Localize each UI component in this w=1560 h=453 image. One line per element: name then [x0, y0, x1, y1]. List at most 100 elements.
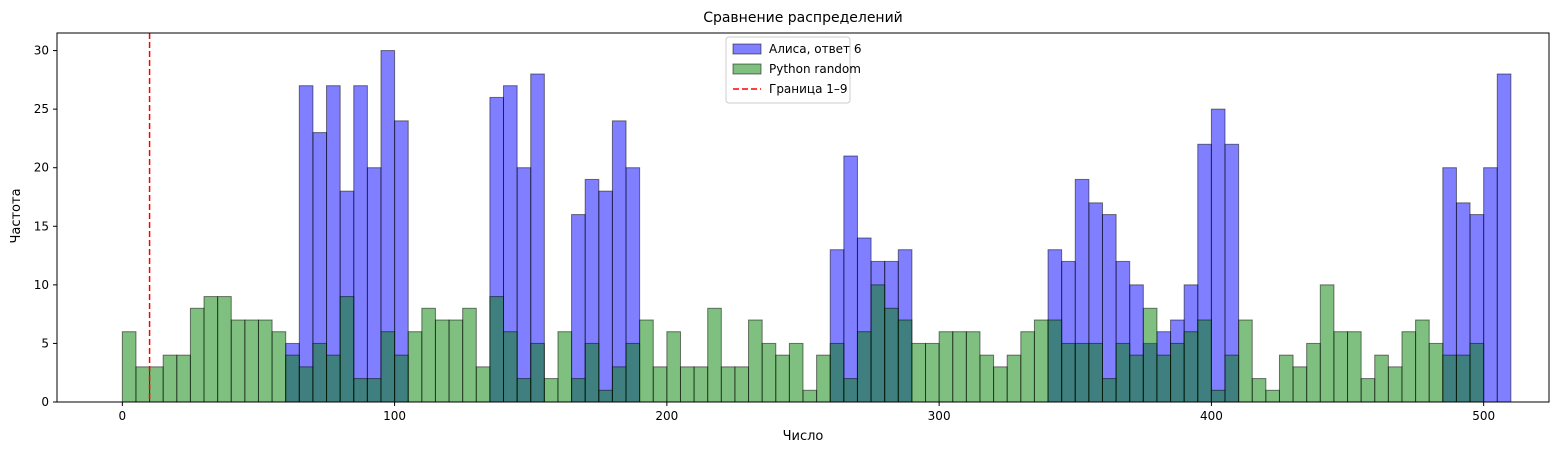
- histogram-bar: [761, 342, 777, 403]
- histogram-bar: [298, 85, 314, 403]
- histogram-bar: [353, 85, 368, 403]
- histogram-bar: [1387, 366, 1403, 403]
- legend-swatch: [732, 63, 762, 75]
- histogram-bar: [639, 319, 654, 403]
- histogram-bar: [1347, 331, 1362, 403]
- histogram-bar: [448, 319, 464, 403]
- histogram-bar: [176, 354, 191, 403]
- histogram-bar: [1496, 73, 1512, 403]
- legend-swatch: [732, 43, 762, 55]
- histogram-bar: [1265, 389, 1280, 403]
- histogram-bar: [312, 342, 328, 403]
- histogram-bar: [434, 319, 450, 403]
- y-tick-label: 20: [34, 161, 49, 175]
- x-tick-label: 400: [1200, 409, 1223, 423]
- histogram-bar: [598, 389, 613, 403]
- histogram-bar: [285, 354, 300, 403]
- x-tick-label: 200: [655, 409, 678, 423]
- histogram-bar: [1238, 319, 1253, 403]
- histogram-bar: [1428, 342, 1444, 403]
- histogram-bar: [1183, 331, 1199, 403]
- histogram-bar: [1061, 342, 1076, 403]
- y-axis-title: Частота: [9, 188, 24, 243]
- histogram-bar: [271, 331, 287, 403]
- axes-layer: 0 100 200 300 400 500 0 5 10 15 20 25 30: [34, 32, 1550, 423]
- histogram-bar: [843, 155, 858, 403]
- histogram-bar: [571, 214, 586, 403]
- histogram-bar: [1319, 284, 1335, 403]
- plot-frame: [56, 32, 1550, 403]
- histogram-bar: [1033, 319, 1049, 403]
- histogram-bar: [366, 167, 382, 403]
- y-tick-label: 10: [34, 278, 49, 292]
- histogram-bar: [1415, 319, 1430, 403]
- chart-title: Сравнение распределений: [703, 10, 903, 26]
- x-tick-label: 100: [383, 409, 406, 423]
- histogram-bar: [298, 366, 314, 403]
- x-tick-label: 500: [1472, 409, 1495, 423]
- x-axis-title: Число: [783, 429, 824, 444]
- histogram-bar: [462, 307, 477, 403]
- histogram-bar: [1442, 354, 1457, 403]
- histogram-bar: [516, 378, 532, 403]
- histogram-bar: [625, 342, 641, 403]
- x-tick-label: 300: [928, 409, 951, 423]
- histogram-bar: [1156, 354, 1172, 403]
- histogram-bar: [475, 366, 491, 403]
- histogram-bar: [339, 296, 355, 403]
- histogram-bar: [530, 342, 545, 403]
- histogram-bar: [775, 354, 790, 403]
- histogram-bar: [802, 389, 818, 403]
- histogram-bar: [720, 366, 736, 403]
- histogram-bar: [925, 342, 940, 403]
- histogram-bar: [911, 342, 927, 403]
- histogram-bar: [1455, 354, 1471, 403]
- histogram-bar: [1047, 319, 1063, 403]
- histogram-bar: [1292, 366, 1308, 403]
- histogram-bar: [693, 366, 709, 403]
- histogram-bar: [135, 366, 151, 403]
- histogram-bar: [1401, 331, 1417, 403]
- histogram-bar: [788, 342, 804, 403]
- histogram-bar: [149, 366, 164, 403]
- histogram-bar: [584, 342, 600, 403]
- histogram-bar: [230, 319, 246, 403]
- histogram-bar: [326, 354, 341, 403]
- legend-label: Граница 1–9: [769, 82, 848, 96]
- histogram-bar: [993, 366, 1008, 403]
- histogram-bar: [611, 366, 627, 403]
- histogram-bar: [870, 284, 886, 403]
- histogram-bar: [489, 296, 505, 403]
- legend-label: Алиса, ответ 6: [769, 42, 861, 56]
- y-tick-label: 0: [41, 395, 49, 409]
- histogram-bar: [1333, 331, 1349, 403]
- histogram-bar: [1129, 354, 1144, 403]
- histogram-bar: [244, 319, 259, 403]
- histogram-bar: [652, 366, 668, 403]
- histogram-bar: [952, 331, 967, 403]
- histogram-bar: [353, 378, 368, 403]
- histogram-bar: [503, 331, 518, 403]
- histogram-bar: [571, 378, 586, 403]
- histogram-bar: [1306, 342, 1321, 403]
- histogram-bar: [1210, 389, 1226, 403]
- legend: Алиса, ответ 6 Python random Граница 1–9: [725, 36, 861, 104]
- histogram-bar: [965, 331, 981, 403]
- y-tick-label: 25: [34, 102, 49, 116]
- histogram-bar: [407, 331, 423, 403]
- histogram-bar: [843, 378, 858, 403]
- histogram-bar: [217, 296, 232, 403]
- histogram-bar: [1210, 108, 1226, 403]
- histogram-bar: [1142, 307, 1158, 403]
- histogram-bar: [366, 378, 382, 403]
- histogram-bar: [979, 354, 995, 403]
- y-tick-label: 5: [41, 336, 49, 350]
- histogram-bar: [1170, 342, 1185, 403]
- legend-label: Python random: [769, 62, 861, 76]
- histogram-bar: [1115, 342, 1131, 403]
- histogram-bar: [1251, 378, 1267, 403]
- histogram-bar: [856, 331, 872, 403]
- histogram-bar: [257, 319, 273, 403]
- histogram-bar: [897, 319, 913, 403]
